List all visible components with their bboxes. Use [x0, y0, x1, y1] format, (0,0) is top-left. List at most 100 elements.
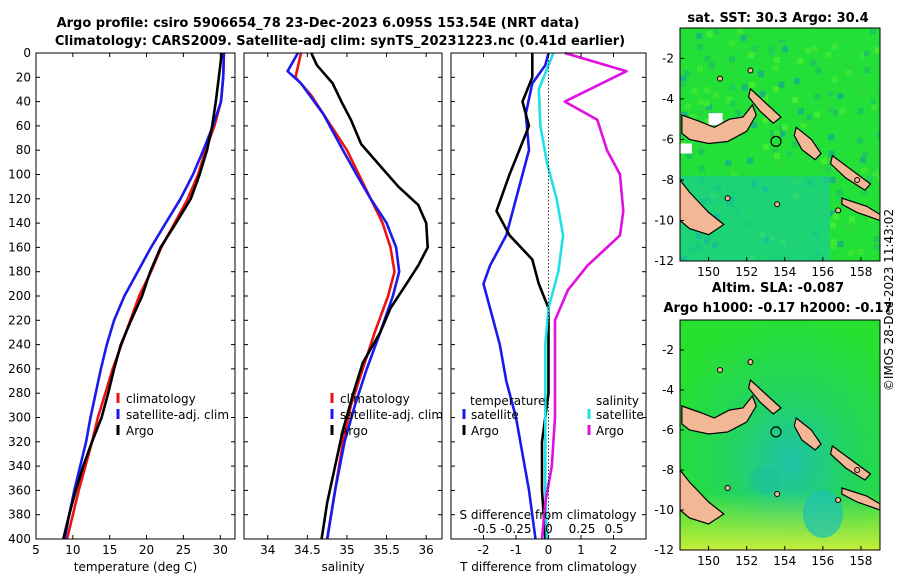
series-line-argo [310, 52, 429, 540]
y-tick-label: -6 [662, 132, 674, 146]
sst-pixel [684, 103, 691, 110]
y-tick-label: -12 [654, 254, 674, 268]
sst-pixel [707, 66, 714, 73]
sst-pixel [746, 34, 753, 41]
sst-pixel [736, 28, 743, 34]
sst-pixel [704, 55, 711, 62]
y-tick-label: 240 [8, 338, 31, 352]
sst-map-title: sat. SST: 30.3 Argo: 30.4 [687, 11, 868, 26]
y-tick-label: 320 [8, 435, 31, 449]
legend-label: satellite [471, 408, 519, 422]
islet [717, 75, 723, 82]
x-tick-label: 1 [577, 543, 585, 557]
x-tick-label: 20 [139, 543, 154, 557]
sla-low-eddy [749, 466, 782, 494]
y-tick-label: -4 [662, 383, 674, 397]
sst-pixel [797, 58, 804, 65]
sst-pixel [828, 150, 835, 157]
sst-pixel [837, 259, 844, 261]
sst-pixel [773, 86, 779, 93]
x-tick-label: 5 [32, 543, 40, 557]
sst-pixel [792, 96, 799, 103]
x-tick-label: 150 [697, 554, 720, 568]
series-line-satellite-adj-clim [286, 52, 401, 540]
title-line-1: Argo profile: csiro 5906654_78 23-Dec-20… [57, 16, 580, 31]
sst-pixel [747, 157, 754, 164]
sst-pixel [768, 48, 775, 55]
legend-label: Argo [596, 424, 624, 438]
y-tick-label: -2 [662, 51, 674, 65]
x-tick-label: 158 [849, 554, 872, 568]
sst-pixel [837, 194, 844, 201]
x-tick-label: 30 [213, 543, 228, 557]
sst-pixel [825, 52, 832, 59]
islet [854, 176, 861, 183]
sst-pixel [828, 134, 835, 141]
x-tick-label: 35.5 [373, 543, 400, 557]
x-tick-label: 10 [65, 543, 80, 557]
series-line-climatology [294, 52, 396, 540]
sst-pixel [751, 122, 758, 129]
top-x-tick-label: -0.25 [500, 522, 531, 536]
y-tick-label: 20 [16, 70, 31, 84]
map-frame [679, 319, 881, 551]
x-tick-label: 15 [102, 543, 117, 557]
sst-pixel [817, 166, 824, 173]
y-tick-label: -10 [654, 213, 674, 227]
sst-pixel [839, 107, 846, 114]
top-x-tick-label: -0.5 [473, 522, 496, 536]
x-tick-label: 150 [697, 265, 720, 279]
sst-pixel [770, 130, 777, 137]
series-line-climatology [65, 52, 226, 540]
sst-pixel [793, 78, 800, 85]
sst-pixel [814, 93, 821, 100]
y-tick-label: 260 [8, 362, 31, 376]
sst-pixel [786, 151, 793, 157]
land-polygon [747, 378, 782, 415]
sst-pixel [832, 109, 839, 116]
sst-pixel [846, 69, 852, 76]
sst-pixel [837, 241, 844, 248]
sst-pixel [763, 143, 770, 150]
x-tick-label: 154 [773, 265, 796, 279]
y-tick-label: 80 [16, 143, 31, 157]
x-tick-label: 152 [735, 554, 758, 568]
y-tick-label: 360 [8, 483, 31, 497]
islet [747, 67, 754, 74]
sst-pixel [832, 76, 839, 83]
land-polygon [747, 87, 782, 124]
sst-pixel [859, 89, 866, 96]
sst-pixel [715, 44, 722, 51]
sst-pixel [776, 43, 783, 50]
sst-pixel [768, 45, 775, 52]
map-field [680, 28, 880, 261]
x-tick-label: -2 [478, 543, 490, 557]
sst-pixel [802, 153, 809, 160]
x-axis-label: temperature (deg C) [74, 560, 197, 574]
sst-pixel [731, 171, 738, 178]
x-tick-label: 35 [339, 543, 354, 557]
sst-pixel [873, 236, 880, 243]
y-tick-label: 120 [8, 192, 31, 206]
sst-pixel [702, 104, 709, 111]
sst-pixel [706, 103, 712, 110]
y-tick-label: 220 [8, 313, 31, 327]
sst-pixel [757, 70, 764, 77]
sst-pixel [681, 111, 688, 118]
sst-pixel [878, 176, 880, 182]
legend-label: Argo [471, 424, 499, 438]
x-tick-label: 34.5 [294, 543, 321, 557]
y-tick-label: 380 [8, 508, 31, 522]
sst-pixel [759, 91, 766, 98]
x-tick-label: -1 [510, 543, 522, 557]
legend-label: satellite [596, 408, 644, 422]
sst-pixel [806, 114, 813, 121]
sst-pixel [827, 106, 834, 113]
sst-pixel [827, 90, 834, 97]
x-tick-label: 156 [811, 554, 834, 568]
land-polygon [841, 197, 880, 222]
sst-pixel [680, 81, 687, 87]
credit-text: ©IMOS 28-Dec-2023 11:43:02 [882, 209, 896, 391]
sst-pixel [772, 148, 778, 155]
islet [717, 367, 723, 373]
